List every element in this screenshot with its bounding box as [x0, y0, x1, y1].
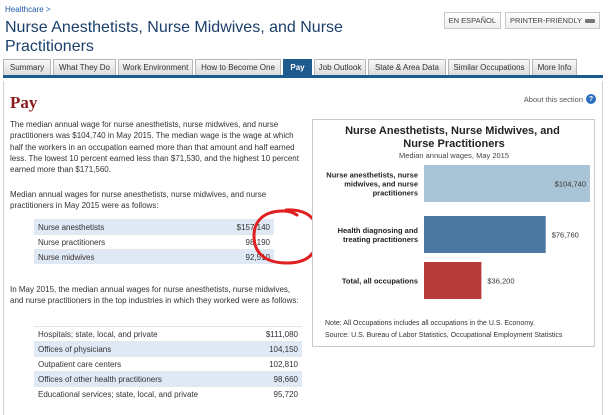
tab-bar: Summary What They Do Work Environment Ho…: [3, 59, 603, 78]
table-row: Hospitals; state, local, and private $11…: [34, 326, 302, 341]
row-value: $157,140: [236, 222, 270, 232]
tab-label: Job Outlook: [318, 63, 362, 72]
chart-category-label: Total, all occupations: [342, 277, 418, 286]
table-row: Offices of physicians 104,150: [34, 341, 302, 356]
chart-title-line-1: Nurse Anesthetists, Nurse Midwives, and: [345, 125, 560, 137]
row-value: $111,080: [265, 329, 298, 339]
chart-category-label: Nurse anesthetists, nurse midwives, and n…: [326, 171, 418, 198]
industry-wage-table: Hospitals; state, local, and private $11…: [34, 326, 302, 401]
tab-more-info[interactable]: More Info: [532, 59, 577, 75]
pay-paragraph-3: In May 2015, the median annual wages for…: [10, 285, 299, 306]
tab-work-environment[interactable]: Work Environment: [118, 59, 193, 75]
page-title: Nurse Anesthetists, Nurse Midwives, and …: [5, 19, 343, 55]
about-this-section-link[interactable]: About this section ?: [524, 94, 596, 104]
table-row: Nurse anesthetists $157,140: [34, 219, 274, 234]
row-label: Outpatient care centers: [38, 359, 122, 369]
tab-similar-occupations[interactable]: Similar Occupations: [448, 59, 530, 75]
tab-label: State & Area Data: [374, 63, 440, 72]
tab-what-they-do[interactable]: What They Do: [53, 59, 116, 75]
help-icon[interactable]: ?: [586, 94, 596, 104]
top-buttons: EN ESPAÑOL PRINTER-FRIENDLY: [443, 12, 600, 29]
tab-label: What They Do: [59, 63, 110, 72]
row-label: Hospitals; state, local, and private: [38, 329, 158, 339]
chart-bars: $104,740 Nurse anesthetists, nurse midwive…: [326, 165, 590, 299]
table-row: Offices of other health practitioners 98…: [34, 371, 302, 386]
row-label: Nurse practitioners: [38, 237, 106, 247]
tab-summary[interactable]: Summary: [3, 59, 51, 75]
table-row: Nurse midwives 92,510: [34, 249, 274, 264]
wage-chart-panel: Nurse Anesthetists, Nurse Midwives, and …: [312, 119, 595, 347]
tab-label: Summary: [9, 63, 45, 72]
occupation-wage-table: Nurse anesthetists $157,140 Nurse practi…: [34, 219, 274, 264]
chart-title: Nurse Anesthetists, Nurse Midwives, and …: [345, 125, 563, 150]
row-value: 102,810: [269, 359, 298, 369]
row-value: 95,720: [273, 389, 298, 399]
chart-category-label: Health diagnosing and treating practition…: [338, 226, 419, 244]
row-value: 92,510: [245, 252, 270, 262]
row-label: Offices of other health practitioners: [38, 374, 162, 384]
row-label: Educational services; state, local, and …: [38, 389, 199, 399]
chart-note: Note: All Occupations includes all occup…: [325, 320, 535, 327]
chart-bar: [424, 262, 482, 299]
tab-label: How to Become One: [201, 63, 275, 72]
main-content: Pay About this section ? The median annu…: [3, 81, 603, 415]
chart-title-line-2: Nurse Practitioners: [403, 138, 504, 150]
tab-label: More Info: [537, 63, 572, 72]
chart-value-label: $104,740: [555, 180, 586, 189]
chart-bar: [424, 165, 590, 202]
chart-source: Source: U.S. Bureau of Labor Statistics,…: [325, 332, 563, 339]
pay-paragraph-2: Median annual wages for nurse anesthetis…: [10, 190, 267, 211]
table-row: Nurse practitioners 98,190: [34, 234, 274, 249]
about-link-label: About this section: [523, 94, 583, 104]
tab-label: Pay: [290, 63, 305, 72]
printer-friendly-label: PRINTER-FRIENDLY: [510, 16, 582, 25]
tab-state-area-data[interactable]: State & Area Data: [368, 59, 446, 75]
printer-friendly-button[interactable]: PRINTER-FRIENDLY: [505, 12, 600, 29]
section-heading: Pay: [10, 93, 38, 112]
table-row: Outpatient care centers 102,810: [34, 356, 302, 371]
chart-value-label: $36,200: [487, 277, 514, 286]
row-value: 98,190: [245, 237, 270, 247]
tab-label: Work Environment: [122, 63, 189, 72]
wage-bar-chart: Nurse Anesthetists, Nurse Midwives, and …: [325, 125, 590, 339]
printer-icon: [585, 16, 595, 27]
breadcrumb[interactable]: Healthcare >: [5, 5, 51, 14]
table-row: Educational services; state, local, and …: [34, 386, 302, 401]
row-label: Nurse anesthetists: [38, 222, 105, 232]
tab-how-to-become-one[interactable]: How to Become One: [195, 59, 281, 75]
tab-label: Similar Occupations: [453, 63, 525, 72]
espanol-button[interactable]: EN ESPAÑOL: [443, 12, 502, 29]
tab-job-outlook[interactable]: Job Outlook: [314, 59, 366, 75]
row-label: Nurse midwives: [38, 252, 95, 262]
chart-value-label: $76,760: [552, 231, 579, 240]
chart-bar: [424, 216, 546, 253]
row-value: 104,150: [269, 344, 298, 354]
chart-subtitle: Median annual wages, May 2015: [399, 151, 509, 160]
pay-paragraph-1: The median annual wage for nurse anesthe…: [10, 120, 299, 175]
espanol-label: EN ESPAÑOL: [448, 16, 497, 25]
tab-pay[interactable]: Pay: [283, 59, 312, 75]
row-value: 98,660: [273, 374, 298, 384]
row-label: Offices of physicians: [38, 344, 112, 354]
